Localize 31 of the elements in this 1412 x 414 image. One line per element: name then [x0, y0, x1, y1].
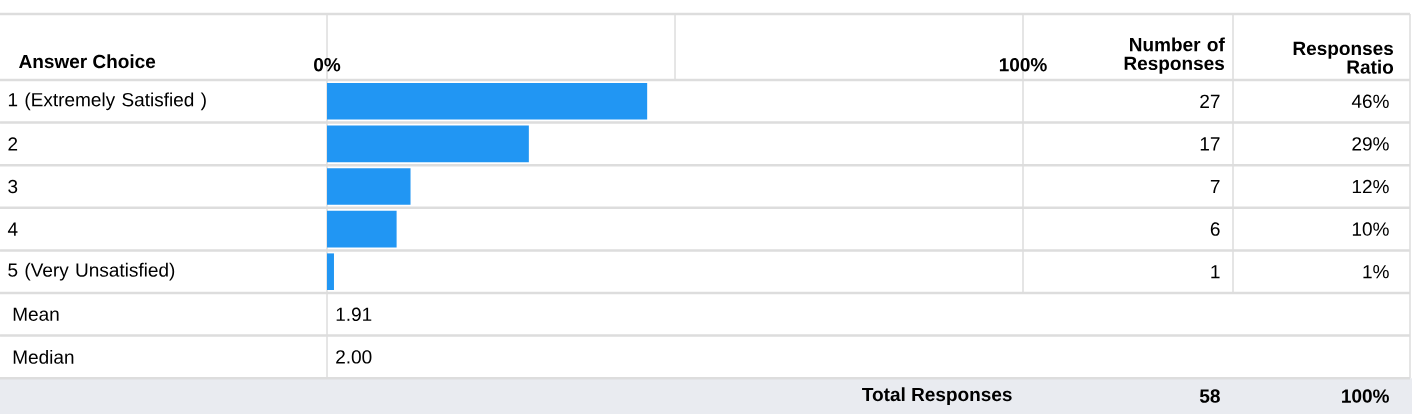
bar [327, 210, 397, 248]
text: 27 [1200, 94, 1220, 108]
y-axis-title: Answer Choice [19, 54, 156, 69]
text: 7 [1210, 179, 1220, 194]
text: 6 [1210, 222, 1220, 236]
text: Median [13, 349, 74, 364]
text: Mean [13, 307, 59, 321]
data-label: 1% [1363, 265, 1389, 279]
annotation: 1.91 [336, 307, 372, 322]
bar [327, 83, 648, 120]
text: Number of Responses [1124, 37, 1225, 74]
data-label: 10% [1352, 222, 1389, 236]
text: 58 [1199, 389, 1220, 403]
data-label: 12% [1352, 179, 1389, 194]
text: Responses Ratio [1293, 41, 1394, 74]
bar [327, 125, 529, 163]
text: 2.00 [336, 350, 372, 364]
data-label: 46% [1351, 94, 1389, 109]
text: 17 [1200, 137, 1220, 151]
y-tick-label: 1 (Extremely Satisfied ) [8, 92, 206, 111]
text: 100% [1342, 389, 1389, 403]
y-tick-label: 3 [8, 179, 18, 194]
bar [327, 168, 411, 205]
data-label: 29% [1352, 137, 1389, 151]
y-tick-label: 2 [8, 137, 18, 151]
x-tick-label: 0% [314, 58, 341, 72]
y-tick-label: 5 (Very Unsatisfied) [8, 262, 175, 281]
text: Total Responses [862, 387, 1012, 405]
text: 1 [1211, 265, 1220, 279]
bar [327, 253, 334, 290]
y-tick-label: 4 [7, 222, 18, 236]
